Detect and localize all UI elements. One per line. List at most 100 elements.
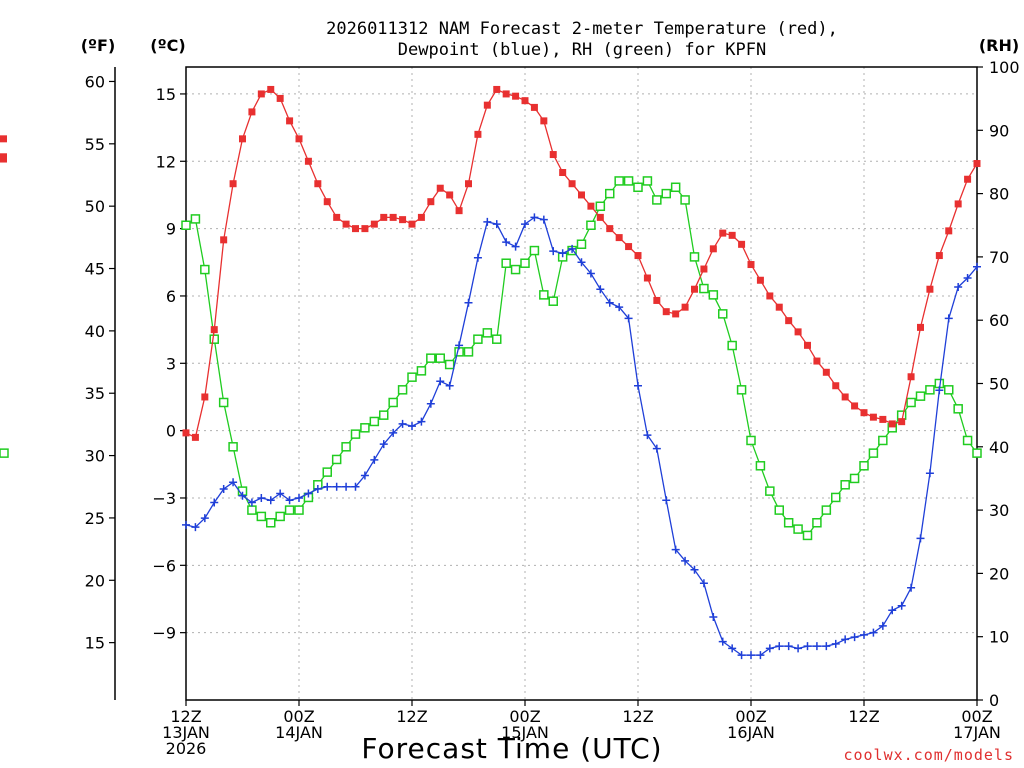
time-tick-label: 16JAN: [727, 723, 775, 742]
dewpoint-point: [577, 258, 586, 267]
celsius-axis: 15 12 9 6 3 0 −3 −6 −9: [152, 85, 186, 643]
temperature-point: [0, 155, 7, 163]
rh-point: [228, 442, 238, 452]
temperature-point: [775, 303, 783, 311]
dewpoint-point: [643, 431, 652, 440]
rh-point: [595, 201, 606, 212]
dewpoint-point: [483, 217, 492, 226]
celsius-unit-label: (ºC): [150, 36, 185, 55]
temperature-point: [191, 433, 199, 441]
temperature-point: [0, 135, 7, 143]
rh-tick-label: 90: [989, 121, 1009, 140]
dewpoint-point: [916, 534, 925, 543]
dewpoint-point: [360, 471, 369, 480]
dewpoint-point: [342, 482, 351, 491]
temperature-point: [945, 227, 953, 235]
temperature-point: [794, 328, 802, 336]
dewpoint-point: [831, 639, 840, 648]
temperature-point: [559, 169, 567, 176]
temperature-point: [841, 393, 849, 401]
rh-point: [868, 448, 879, 458]
rh-point: [906, 397, 916, 408]
rh-point: [482, 328, 493, 338]
dewpoint-point: [869, 628, 878, 637]
rh-point: [915, 391, 926, 401]
rh-point: [388, 397, 398, 408]
temperature-point: [832, 382, 840, 390]
rh-point: [680, 195, 690, 205]
dewpoint-point: [652, 444, 661, 453]
rh-point: [652, 195, 662, 205]
celsius-tick-label: 6: [166, 287, 176, 306]
rh-point: [746, 435, 756, 446]
dewpoint-point: [257, 493, 266, 502]
temperature-point: [804, 341, 811, 349]
rh-point: [190, 214, 201, 224]
celsius-tick-label: −6: [152, 556, 176, 575]
temperature-point: [370, 220, 378, 228]
time-tick-label: 00Z: [283, 707, 314, 726]
temperature-point: [474, 130, 482, 138]
rh-point: [953, 404, 963, 414]
fahrenheit-tick-label: 30: [85, 447, 105, 466]
temperature-point: [860, 409, 868, 417]
rh-tick-label: 20: [989, 564, 1009, 583]
dewpoint-point: [718, 637, 727, 646]
rh-point: [322, 467, 332, 477]
temperature-point: [380, 213, 388, 221]
rh-point: [256, 511, 267, 522]
rh-point: [331, 454, 342, 465]
temperature-point: [954, 200, 962, 208]
dewpoint-point: [963, 274, 972, 282]
rh-point: [284, 505, 295, 515]
temperature-point: [898, 418, 906, 426]
rh-point: [586, 220, 596, 230]
temperature-point: [700, 265, 708, 273]
dewpoint-point: [398, 419, 407, 428]
rh-point: [407, 372, 417, 382]
time-tick-label: 14JAN: [275, 723, 323, 742]
temperature-point: [615, 234, 623, 242]
temperature-point: [719, 229, 727, 237]
temperature-point: [662, 308, 670, 316]
temperature-point: [389, 213, 397, 221]
temperature-point: [728, 231, 736, 239]
dewpoint-point: [794, 644, 803, 653]
rh-point: [718, 309, 728, 319]
temperature-point: [323, 198, 331, 206]
temperature-series: [0, 85, 981, 441]
celsius-tick-label: 9: [166, 220, 176, 239]
time-tick-label: 13JAN: [162, 723, 210, 742]
celsius-tick-label: 0: [166, 422, 176, 441]
temperature-point: [210, 326, 218, 334]
rh-point: [492, 334, 502, 344]
dewpoint-point: [210, 498, 219, 507]
rh-tick-label: 70: [989, 248, 1009, 267]
celsius-tick-label: 15: [156, 85, 176, 104]
rh-point: [341, 442, 351, 452]
rh-point: [369, 416, 380, 427]
rh-tick-label: 10: [989, 628, 1009, 647]
rh-point: [878, 435, 888, 446]
temperature-point: [756, 276, 764, 284]
temperature-point: [239, 135, 246, 143]
rh-point: [576, 239, 587, 249]
temperature-point: [747, 261, 755, 269]
temperature-point: [483, 101, 491, 109]
temperature-point: [625, 243, 633, 251]
fahrenheit-tick-label: 45: [85, 260, 105, 279]
rh-point: [605, 188, 615, 199]
dewpoint-point: [944, 314, 953, 323]
rh-point: [435, 353, 445, 363]
dewpoint-point: [464, 298, 473, 307]
rh-point: [548, 296, 558, 306]
dewpoint-point: [370, 455, 379, 464]
temperature-point: [229, 180, 237, 188]
dewpoint-point: [699, 579, 708, 588]
dewpoint-point: [445, 381, 454, 390]
rh-point: [247, 505, 257, 515]
temperature-point: [446, 191, 454, 199]
dewpoint-point: [266, 496, 275, 505]
grid-lines: [186, 67, 977, 700]
